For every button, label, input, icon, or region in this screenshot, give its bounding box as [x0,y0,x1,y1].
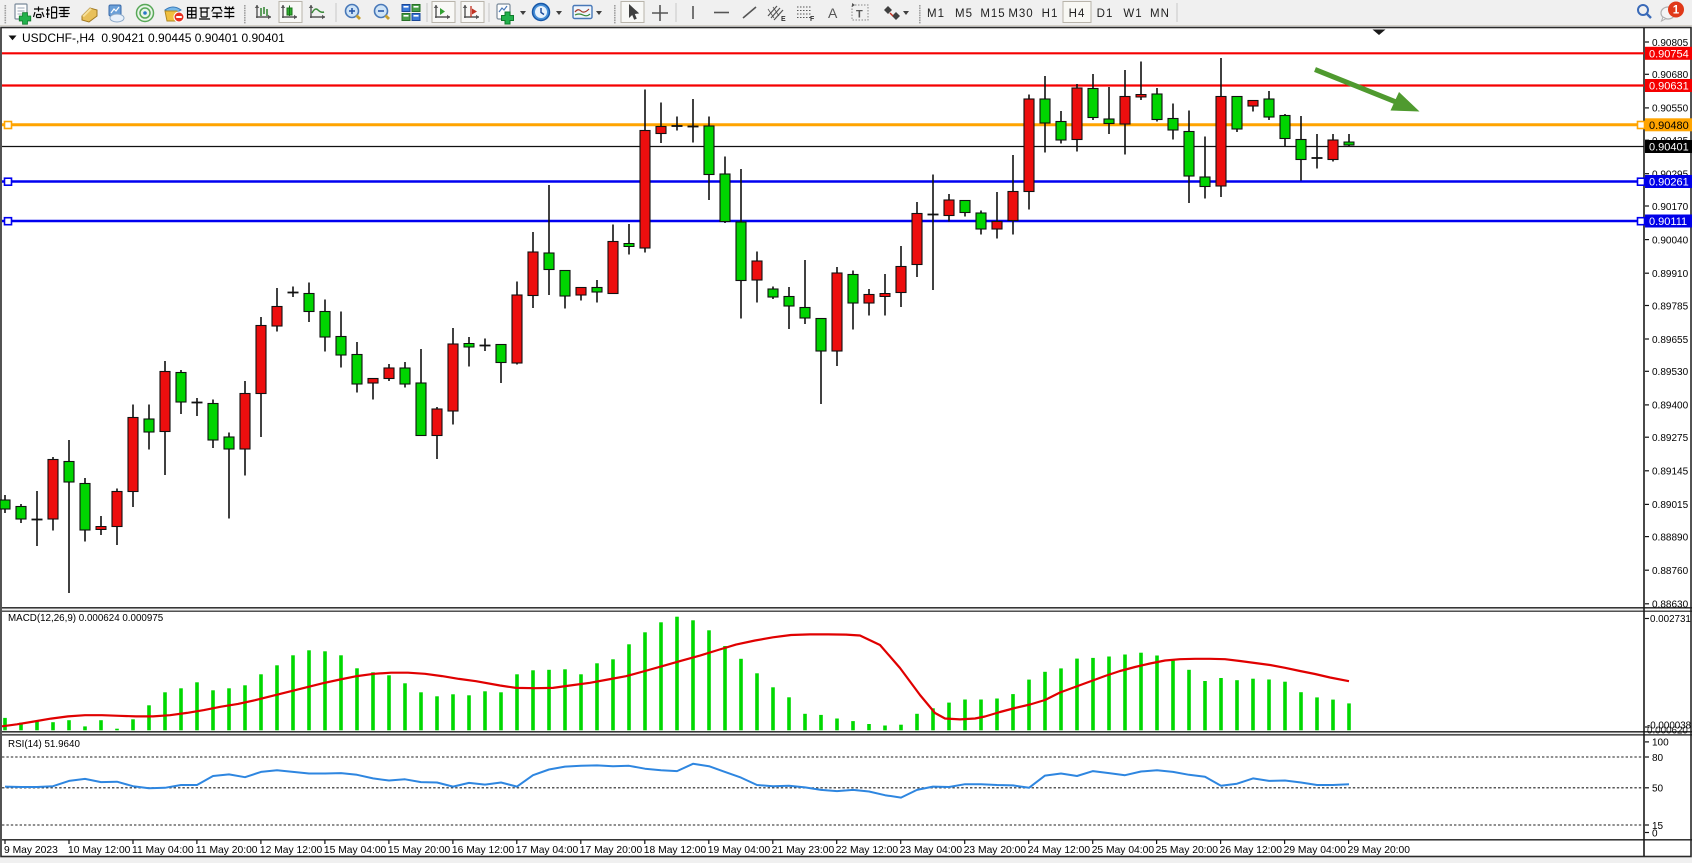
svg-text:11 May 04:00: 11 May 04:00 [132,845,194,856]
svg-text:0.90680: 0.90680 [1652,70,1689,81]
svg-text:0.90261: 0.90261 [1649,177,1689,189]
svg-text:26 May 12:00: 26 May 12:00 [1220,845,1283,856]
svg-text:MACD(12,26,9) 0.000624 0.00097: MACD(12,26,9) 0.000624 0.000975 [8,613,164,624]
svg-text:50: 50 [1652,784,1664,795]
svg-text:16 May 12:00: 16 May 12:00 [452,845,515,856]
svg-text:0.90550: 0.90550 [1652,104,1689,115]
svg-text:0.89400: 0.89400 [1652,401,1689,412]
svg-text:9 May 2023: 9 May 2023 [4,845,58,856]
svg-text:15: 15 [1652,821,1664,832]
svg-text:23 May 20:00: 23 May 20:00 [964,845,1027,856]
svg-text:18 May 12:00: 18 May 12:00 [644,845,707,856]
svg-text:M15: M15 [980,8,1005,20]
svg-text:0.89655: 0.89655 [1652,335,1689,346]
svg-text:17 May 20:00: 17 May 20:00 [580,845,643,856]
svg-text:T: T [856,9,863,21]
svg-text:80: 80 [1652,753,1664,764]
svg-text:0.89910: 0.89910 [1652,269,1689,280]
svg-text:0.89015: 0.89015 [1652,500,1689,511]
svg-text:0.90111: 0.90111 [1649,216,1687,228]
svg-text:0: 0 [1652,828,1658,839]
svg-text:0.90631: 0.90631 [1649,81,1689,93]
svg-text:15 May 04:00: 15 May 04:00 [324,845,387,856]
svg-text:MN: MN [1150,8,1170,20]
svg-text:A: A [828,5,838,21]
svg-text:0.90805: 0.90805 [1652,38,1689,49]
svg-text:0.89785: 0.89785 [1652,301,1689,312]
svg-text:100: 100 [1652,738,1669,749]
svg-text:W1: W1 [1123,8,1142,20]
svg-text:USDCHF-,H4 0.90421 0.90445 0.: USDCHF-,H4 0.90421 0.90445 0.90401 0.904… [22,31,285,45]
svg-text:11 May 20:00: 11 May 20:00 [196,845,258,856]
svg-text:-0.000038: -0.000038 [1647,721,1692,732]
svg-text:12 May 12:00: 12 May 12:00 [260,845,323,856]
svg-text:0.90170: 0.90170 [1652,202,1689,213]
svg-text:0.002731: 0.002731 [1650,614,1691,625]
svg-text:0.89530: 0.89530 [1652,367,1689,378]
svg-text:H1: H1 [1042,8,1059,20]
svg-text:21 May 23:00: 21 May 23:00 [772,845,835,856]
svg-text:19 May 04:00: 19 May 04:00 [708,845,771,856]
svg-text:0.88630: 0.88630 [1652,600,1689,611]
svg-text:RSI(14) 51.9640: RSI(14) 51.9640 [8,739,80,750]
svg-text:E: E [781,16,786,23]
svg-text:17 May 04:00: 17 May 04:00 [516,845,579,856]
svg-text:0.88760: 0.88760 [1652,566,1689,577]
svg-text:29 May 04:00: 29 May 04:00 [1284,845,1347,856]
svg-text:0.000620: 0.000620 [1647,726,1688,737]
svg-text:25 May 04:00: 25 May 04:00 [1092,845,1155,856]
svg-text:0.89275: 0.89275 [1652,433,1689,444]
svg-text:25 May 20:00: 25 May 20:00 [1156,845,1219,856]
svg-text:22 May 12:00: 22 May 12:00 [836,845,899,856]
svg-text:0.90754: 0.90754 [1649,49,1689,61]
svg-text:24 May 12:00: 24 May 12:00 [1028,845,1091,856]
svg-text:H4: H4 [1069,8,1086,20]
svg-text:0.90401: 0.90401 [1649,142,1689,154]
svg-text:0.89145: 0.89145 [1652,467,1689,478]
svg-text:M1: M1 [927,8,945,20]
svg-text:0.88890: 0.88890 [1652,532,1689,543]
svg-text:0.90480: 0.90480 [1649,120,1689,132]
svg-text:D1: D1 [1097,8,1114,20]
svg-text:1: 1 [1673,5,1680,17]
svg-text:M5: M5 [955,8,973,20]
svg-text:0.90040: 0.90040 [1652,235,1689,246]
svg-text:15 May 20:00: 15 May 20:00 [388,845,451,856]
svg-text:23 May 04:00: 23 May 04:00 [900,845,963,856]
svg-text:29 May 20:00: 29 May 20:00 [1348,845,1411,856]
svg-text:F: F [810,16,815,23]
svg-text:10 May 12:00: 10 May 12:00 [68,845,131,856]
svg-text:M30: M30 [1008,8,1033,20]
